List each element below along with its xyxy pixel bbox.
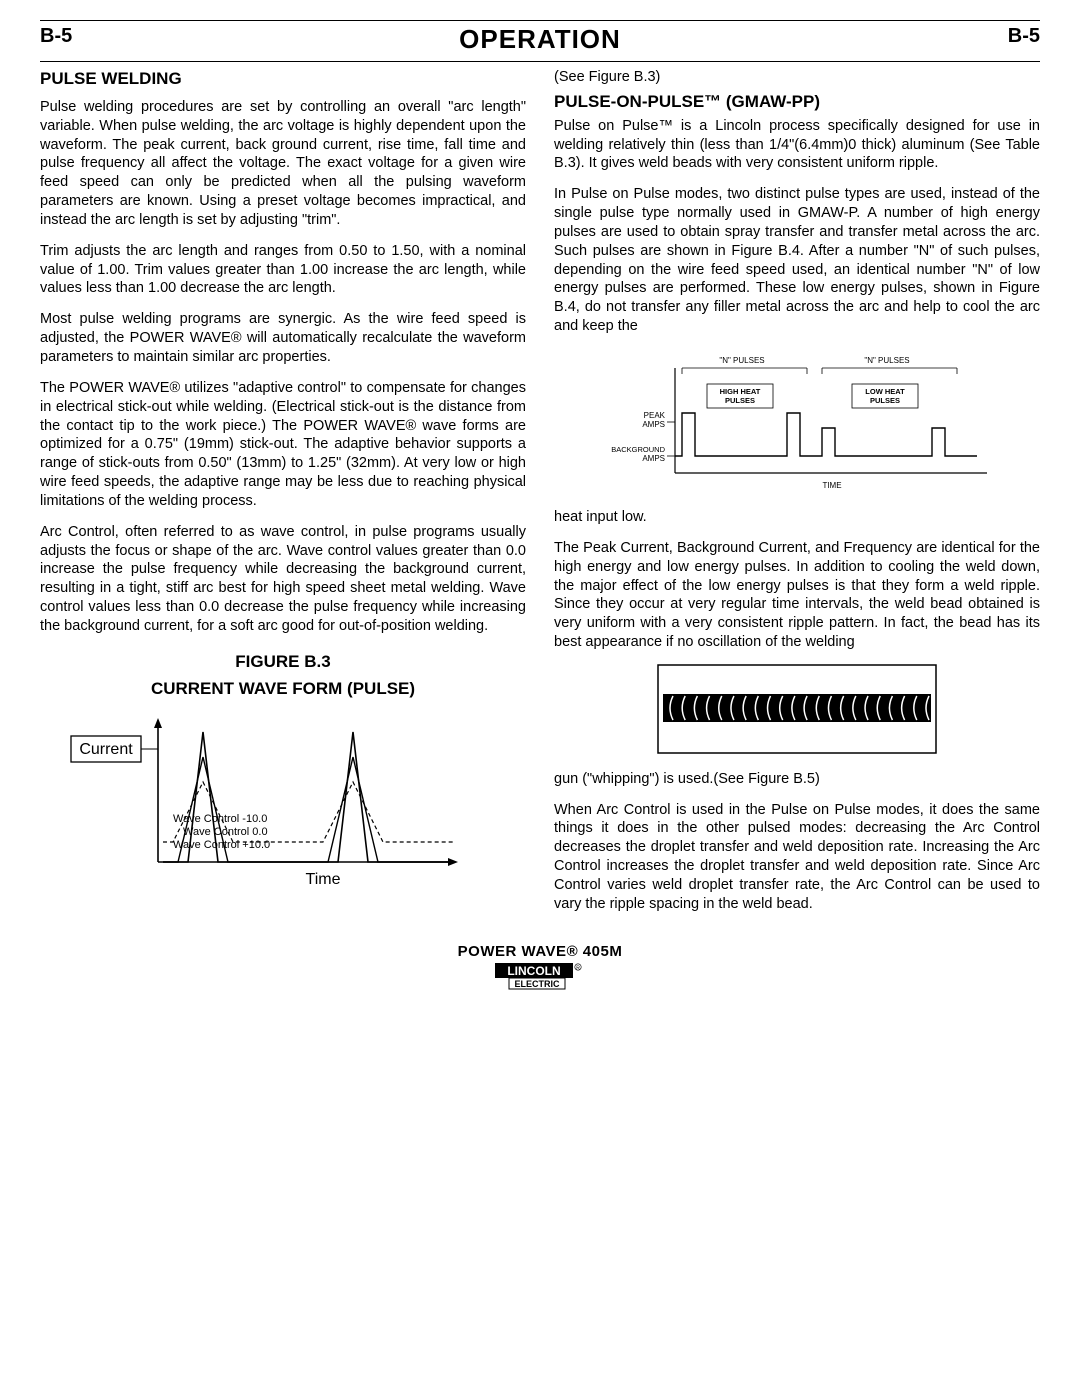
svg-text:Time: Time xyxy=(306,871,341,888)
footer: POWER WAVE® 405M LINCOLN R ELECTRIC xyxy=(40,942,1040,997)
svg-text:R: R xyxy=(576,966,580,972)
svg-text:BACKGROUND: BACKGROUND xyxy=(611,445,665,454)
lincoln-logo: LINCOLN R ELECTRIC xyxy=(495,963,585,997)
right-p6: When Arc Control is used in the Pulse on… xyxy=(554,801,1040,914)
figure-b3-subtitle: CURRENT WAVE FORM (PULSE) xyxy=(40,675,526,702)
right-p3: heat input low. xyxy=(554,508,1040,527)
right-p1: Pulse on Pulse™ is a Lincoln process spe… xyxy=(554,117,1040,174)
figure-b5 xyxy=(554,664,1040,760)
svg-text:HIGH HEAT: HIGH HEAT xyxy=(720,387,761,396)
figure-b3-label: FIGURE B.3 xyxy=(40,648,526,675)
svg-text:ELECTRIC: ELECTRIC xyxy=(515,979,561,989)
svg-text:AMPS: AMPS xyxy=(642,420,665,429)
svg-text:"N" PULSES: "N" PULSES xyxy=(719,356,764,365)
pulse-welding-heading: PULSE WELDING xyxy=(40,68,526,90)
svg-text:LOW HEAT: LOW HEAT xyxy=(865,387,905,396)
left-p4: The POWER WAVE® utilizes "adaptive contr… xyxy=(40,379,526,511)
svg-text:PULSES: PULSES xyxy=(725,396,755,405)
left-p2: Trim adjusts the arc length and ranges f… xyxy=(40,242,526,299)
page-number-right: B-5 xyxy=(1008,23,1040,49)
svg-text:Current: Current xyxy=(79,741,133,758)
pulse-on-pulse-heading: PULSE-ON-PULSE™ (GMAW-PP) xyxy=(554,91,1040,113)
right-p5: gun ("whipping") is used.(See Figure B.5… xyxy=(554,770,1040,789)
footer-product: POWER WAVE® 405M xyxy=(40,942,1040,962)
page-number-left: B-5 xyxy=(40,23,72,49)
header-bar: B-5 OPERATION B-5 xyxy=(40,20,1040,57)
figure-b4: PEAK AMPS BACKGROUND AMPS "N" PULSES "N"… xyxy=(554,348,1040,498)
svg-text:PEAK: PEAK xyxy=(644,411,666,420)
right-column: (See Figure B.3) PULSE-ON-PULSE™ (GMAW-P… xyxy=(554,68,1040,926)
figure-b3: Current Time Wave Control -10.0 Wave Con… xyxy=(40,712,526,892)
left-p1: Pulse welding procedures are set by cont… xyxy=(40,98,526,230)
svg-text:PULSES: PULSES xyxy=(870,396,900,405)
content-columns: PULSE WELDING Pulse welding procedures a… xyxy=(40,68,1040,926)
header-rule xyxy=(40,61,1040,62)
left-p3: Most pulse welding programs are synergic… xyxy=(40,310,526,367)
right-p2: In Pulse on Pulse modes, two distinct pu… xyxy=(554,185,1040,336)
see-figure-note: (See Figure B.3) xyxy=(554,68,1040,87)
left-column: PULSE WELDING Pulse welding procedures a… xyxy=(40,68,526,926)
page-title: OPERATION xyxy=(459,23,621,57)
svg-text:LINCOLN: LINCOLN xyxy=(507,964,560,978)
svg-text:Wave Control +10.0: Wave Control +10.0 xyxy=(173,839,270,851)
left-p5: Arc Control, often referred to as wave c… xyxy=(40,523,526,636)
svg-text:Wave Control -10.0: Wave Control -10.0 xyxy=(173,813,267,825)
svg-text:Wave Control 0.0: Wave Control 0.0 xyxy=(183,826,268,838)
figure-b3-title: FIGURE B.3 CURRENT WAVE FORM (PULSE) xyxy=(40,648,526,702)
svg-text:"N" PULSES: "N" PULSES xyxy=(864,356,909,365)
svg-text:TIME: TIME xyxy=(822,481,841,490)
right-p4: The Peak Current, Background Current, an… xyxy=(554,539,1040,652)
svg-text:AMPS: AMPS xyxy=(642,454,665,463)
